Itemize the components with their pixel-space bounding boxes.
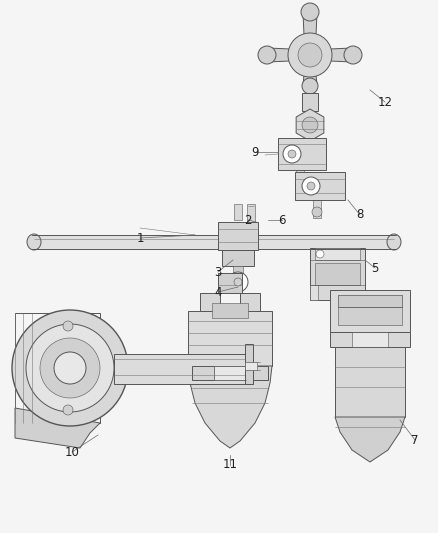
- Bar: [32, 235, 396, 249]
- Polygon shape: [296, 109, 324, 141]
- Polygon shape: [303, 13, 317, 35]
- Bar: [310, 285, 318, 300]
- Bar: [214, 366, 246, 380]
- Circle shape: [258, 46, 276, 64]
- Text: 3: 3: [214, 265, 222, 279]
- Bar: [313, 200, 321, 218]
- Bar: [310, 248, 365, 300]
- Bar: [245, 344, 253, 384]
- Bar: [245, 362, 257, 370]
- Bar: [188, 311, 272, 366]
- Circle shape: [63, 321, 73, 331]
- Bar: [218, 222, 258, 250]
- Circle shape: [12, 310, 128, 426]
- Bar: [218, 273, 242, 293]
- Circle shape: [302, 117, 318, 133]
- Circle shape: [288, 150, 296, 158]
- Text: 10: 10: [64, 446, 79, 458]
- Circle shape: [288, 33, 332, 77]
- Polygon shape: [15, 408, 100, 448]
- Bar: [315, 248, 360, 260]
- Bar: [212, 303, 248, 318]
- Circle shape: [283, 145, 301, 163]
- Bar: [352, 332, 388, 347]
- Text: 4: 4: [214, 286, 222, 298]
- Bar: [234, 204, 242, 220]
- Circle shape: [40, 338, 100, 398]
- Polygon shape: [330, 48, 352, 62]
- Bar: [338, 295, 402, 307]
- Circle shape: [302, 177, 320, 195]
- Bar: [330, 332, 410, 347]
- Bar: [246, 366, 268, 380]
- Circle shape: [302, 78, 318, 94]
- Bar: [233, 266, 243, 274]
- Text: 9: 9: [251, 146, 259, 158]
- Bar: [296, 170, 304, 184]
- Bar: [315, 263, 360, 285]
- Bar: [330, 290, 410, 332]
- Polygon shape: [303, 75, 317, 85]
- Circle shape: [234, 278, 242, 286]
- Ellipse shape: [387, 234, 401, 250]
- Circle shape: [298, 43, 322, 67]
- Ellipse shape: [27, 234, 41, 250]
- Circle shape: [228, 272, 248, 292]
- Text: 5: 5: [371, 262, 379, 274]
- Circle shape: [54, 352, 86, 384]
- Bar: [222, 250, 254, 266]
- Bar: [338, 295, 402, 325]
- Bar: [200, 293, 220, 311]
- Bar: [295, 172, 345, 200]
- Bar: [278, 138, 326, 170]
- Text: 6: 6: [278, 214, 286, 227]
- Bar: [335, 347, 405, 417]
- Circle shape: [312, 207, 322, 217]
- Circle shape: [63, 405, 73, 415]
- Bar: [302, 93, 318, 111]
- Text: 11: 11: [223, 458, 237, 472]
- Circle shape: [316, 250, 324, 258]
- Circle shape: [26, 324, 114, 412]
- Bar: [114, 354, 250, 384]
- Circle shape: [307, 182, 315, 190]
- Text: 8: 8: [356, 208, 364, 222]
- Text: 2: 2: [244, 214, 252, 227]
- Bar: [240, 293, 260, 311]
- Text: 12: 12: [378, 95, 392, 109]
- Circle shape: [344, 46, 362, 64]
- Text: 7: 7: [411, 433, 419, 447]
- Polygon shape: [335, 417, 405, 462]
- Text: 1: 1: [136, 231, 144, 245]
- Bar: [247, 204, 255, 226]
- Bar: [192, 366, 214, 380]
- Circle shape: [301, 3, 319, 21]
- Polygon shape: [188, 366, 272, 448]
- Polygon shape: [268, 48, 290, 62]
